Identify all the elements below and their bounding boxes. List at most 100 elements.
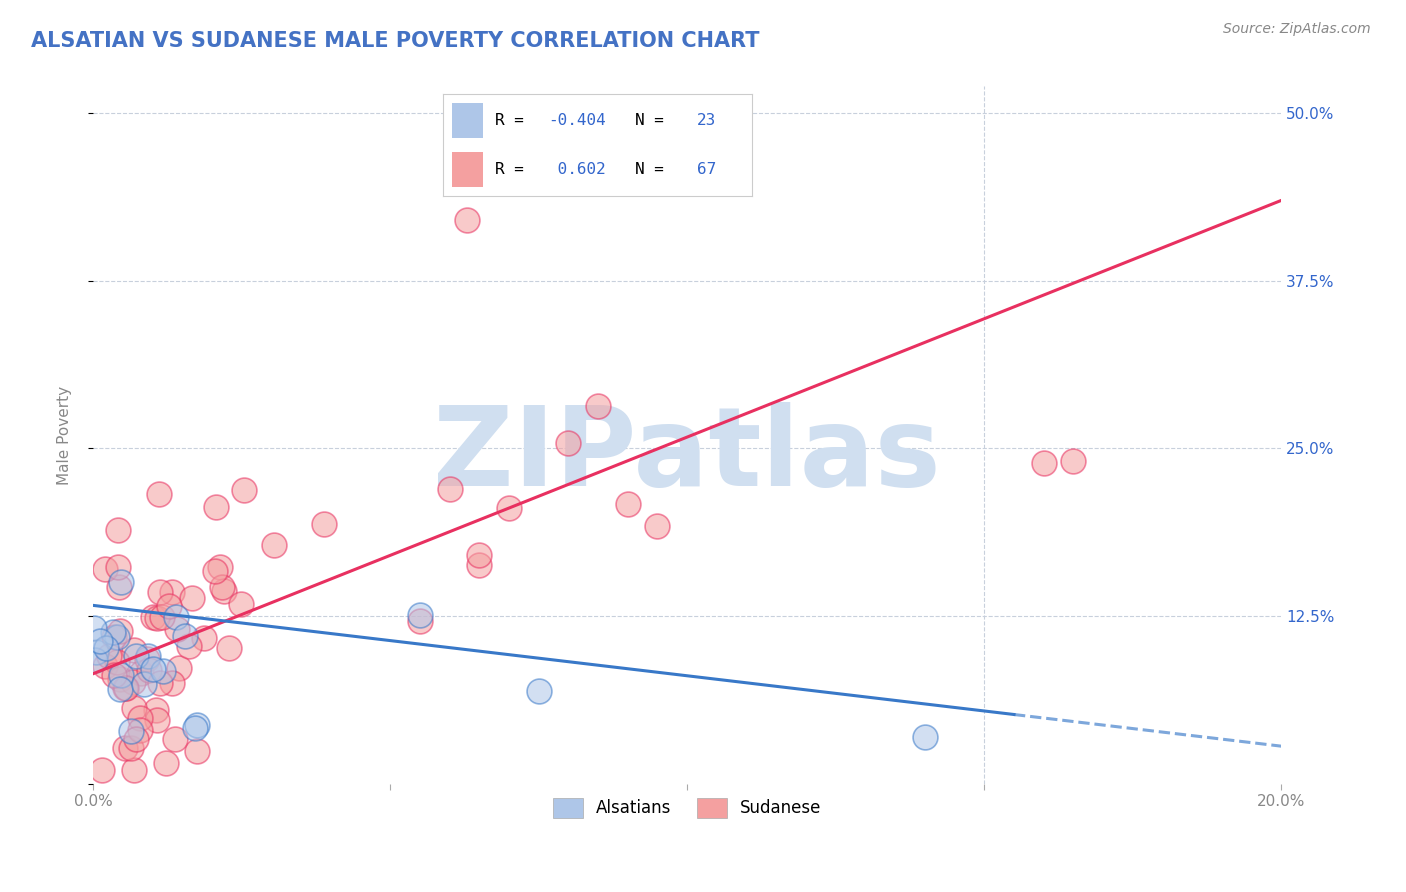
- Text: R =: R =: [495, 162, 534, 178]
- Point: [173, 629, 195, 643]
- Point: [205, 500, 228, 514]
- Point: [103, 630, 125, 644]
- Point: [120, 740, 142, 755]
- Text: 23: 23: [696, 112, 716, 128]
- Point: [125, 649, 148, 664]
- Point: [165, 610, 187, 624]
- Point: [166, 622, 188, 636]
- Point: [138, 663, 160, 677]
- Point: [468, 549, 491, 563]
- Point: [142, 662, 165, 676]
- Point: [181, 591, 204, 605]
- Point: [110, 681, 132, 696]
- Point: [83, 653, 105, 667]
- Point: [110, 575, 132, 590]
- Point: [1032, 456, 1054, 470]
- Point: [107, 580, 129, 594]
- Text: N =: N =: [634, 112, 673, 128]
- Point: [122, 764, 145, 778]
- Text: R =: R =: [495, 112, 534, 128]
- Text: ALSATIAN VS SUDANESE MALE POVERTY CORRELATION CHART: ALSATIAN VS SUDANESE MALE POVERTY CORREL…: [31, 31, 759, 51]
- Point: [160, 676, 183, 690]
- Point: [149, 585, 172, 599]
- Point: [527, 684, 550, 698]
- Point: [229, 598, 252, 612]
- Point: [263, 538, 285, 552]
- Point: [177, 639, 200, 653]
- Y-axis label: Male Poverty: Male Poverty: [58, 385, 72, 484]
- Point: [114, 741, 136, 756]
- Point: [114, 681, 136, 695]
- Point: [211, 580, 233, 594]
- Text: 0.602: 0.602: [548, 162, 606, 178]
- Point: [103, 667, 125, 681]
- Point: [136, 652, 159, 666]
- Point: [186, 718, 208, 732]
- Point: [132, 677, 155, 691]
- Point: [105, 630, 128, 644]
- Point: [218, 640, 240, 655]
- Point: [148, 487, 170, 501]
- Point: [160, 585, 183, 599]
- Point: [204, 564, 226, 578]
- Point: [91, 764, 114, 778]
- Point: [157, 599, 180, 613]
- Point: [167, 661, 190, 675]
- Point: [557, 435, 579, 450]
- Point: [110, 668, 132, 682]
- Point: [94, 658, 117, 673]
- Point: [107, 524, 129, 538]
- Point: [125, 731, 148, 746]
- Text: -0.404: -0.404: [548, 112, 606, 128]
- Point: [150, 610, 173, 624]
- Legend: Alsatians, Sudanese: Alsatians, Sudanese: [547, 791, 828, 824]
- Point: [98, 648, 121, 663]
- Point: [312, 517, 335, 532]
- Point: [105, 655, 128, 669]
- Point: [108, 672, 131, 686]
- Point: [498, 501, 520, 516]
- Point: [83, 622, 105, 636]
- Point: [128, 710, 150, 724]
- Point: [89, 634, 111, 648]
- Text: Source: ZipAtlas.com: Source: ZipAtlas.com: [1223, 22, 1371, 37]
- Point: [617, 497, 640, 511]
- Point: [212, 583, 235, 598]
- Point: [121, 724, 143, 739]
- Point: [208, 560, 231, 574]
- Point: [647, 519, 669, 533]
- Point: [586, 399, 609, 413]
- Point: [122, 643, 145, 657]
- Point: [94, 562, 117, 576]
- Point: [145, 703, 167, 717]
- Text: 67: 67: [696, 162, 716, 178]
- Point: [110, 624, 132, 638]
- Text: ZIPatlas: ZIPatlas: [433, 402, 941, 509]
- Point: [129, 723, 152, 737]
- Point: [136, 649, 159, 664]
- Point: [456, 213, 478, 227]
- Point: [186, 744, 208, 758]
- Point: [163, 732, 186, 747]
- Point: [122, 701, 145, 715]
- Point: [914, 730, 936, 744]
- Point: [1062, 454, 1084, 468]
- Point: [96, 641, 118, 656]
- Point: [183, 721, 205, 735]
- Point: [439, 482, 461, 496]
- Point: [114, 681, 136, 695]
- Point: [146, 713, 169, 727]
- Point: [141, 609, 163, 624]
- Point: [146, 611, 169, 625]
- Bar: [453, 153, 484, 187]
- Point: [122, 675, 145, 690]
- Point: [193, 631, 215, 645]
- Point: [152, 664, 174, 678]
- Text: N =: N =: [634, 162, 673, 178]
- Point: [107, 560, 129, 574]
- Point: [409, 614, 432, 628]
- Point: [101, 625, 124, 640]
- Point: [155, 756, 177, 770]
- Point: [468, 558, 491, 572]
- Point: [409, 607, 432, 622]
